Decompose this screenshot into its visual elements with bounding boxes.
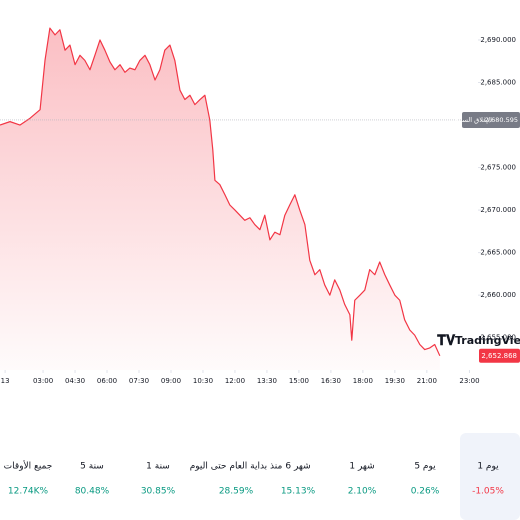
x-tick-label: 12:00	[225, 377, 245, 385]
performance-tab[interactable]: 1 سنة 30.85%	[141, 462, 176, 497]
x-tick-label: 03:00	[33, 377, 53, 385]
performance-value: 12.74K%	[8, 487, 49, 497]
performance-label: جميع الأوقات	[4, 460, 53, 472]
selected-tab-bg	[460, 433, 520, 520]
y-tick-label: 2,655.000	[480, 334, 516, 342]
x-tick-label: 10:30	[193, 377, 213, 385]
performance-label: 5 يوم	[414, 462, 436, 472]
x-tick-label: 09:00	[161, 377, 181, 385]
y-tick-label: 2,670.000	[480, 206, 516, 214]
performance-value: 80.48%	[75, 487, 110, 497]
reference-tag-value: 2,680.595	[485, 116, 518, 124]
performance-value: 15.13%	[281, 487, 316, 497]
y-tick-label: 2,665.000	[480, 249, 516, 257]
watermark-text: TradingView	[455, 334, 520, 347]
performance-value: 2.10%	[348, 487, 377, 497]
y-tick-label: 2,675.000	[480, 164, 516, 172]
last-value-tag	[479, 348, 520, 363]
x-tick-label: 04:30	[65, 377, 85, 385]
area-fill	[0, 28, 440, 370]
performance-value: 0.26%	[411, 487, 440, 497]
price-line	[0, 27, 441, 357]
performance-label: 1 سنة	[146, 462, 170, 472]
performance-tab[interactable]: 1 شهر 2.10%	[348, 462, 377, 497]
reference-tag-label: الإغلاق السابق	[453, 116, 492, 124]
performance-tab[interactable]: 1 يوم -1.05%	[472, 462, 504, 497]
reference-tag	[462, 111, 520, 128]
performance-tab[interactable]: منذ بداية العام حتى اليوم 28.59%	[190, 462, 283, 497]
performance-label: 5 سنة	[80, 462, 104, 472]
performance-value: 28.59%	[219, 487, 254, 497]
watermark: 𝐓𝐕 TradingView	[437, 333, 520, 349]
x-tick-label: 13	[1, 377, 10, 385]
performance-tab[interactable]: جميع الأوقات 12.74K%	[4, 460, 53, 497]
x-tick-label: 23:00	[459, 377, 479, 385]
watermark-logo: 𝐓𝐕	[437, 333, 456, 349]
performance-label: 6 شهر	[285, 462, 310, 472]
performance-tab[interactable]: 5 يوم 0.26%	[411, 462, 440, 497]
performance-label: منذ بداية العام حتى اليوم	[190, 462, 283, 472]
performance-label: 1 شهر	[349, 462, 374, 472]
x-tick-label: 13:30	[257, 377, 277, 385]
x-tick-label: 16:30	[321, 377, 341, 385]
y-tick-label: 2,660.000	[480, 291, 516, 299]
performance-tab[interactable]: 6 شهر 15.13%	[281, 462, 316, 497]
performance-tab[interactable]: 5 سنة 80.48%	[75, 462, 110, 497]
x-tick-label: 18:00	[353, 377, 373, 385]
performance-label: 1 يوم	[477, 462, 499, 472]
x-tick-label: 19:30	[385, 377, 405, 385]
x-tick-label: 06:00	[97, 377, 117, 385]
y-tick-label: 2,690.000	[480, 36, 516, 44]
x-tick-label: 21:00	[417, 377, 437, 385]
performance-value: 30.85%	[141, 487, 176, 497]
performance-value: -1.05%	[472, 487, 504, 497]
x-tick-label: 15:00	[289, 377, 309, 385]
x-tick-label: 07:30	[129, 377, 149, 385]
y-tick-label: 2,685.000	[480, 79, 516, 87]
last-value-label: 2,652.868	[481, 352, 517, 360]
